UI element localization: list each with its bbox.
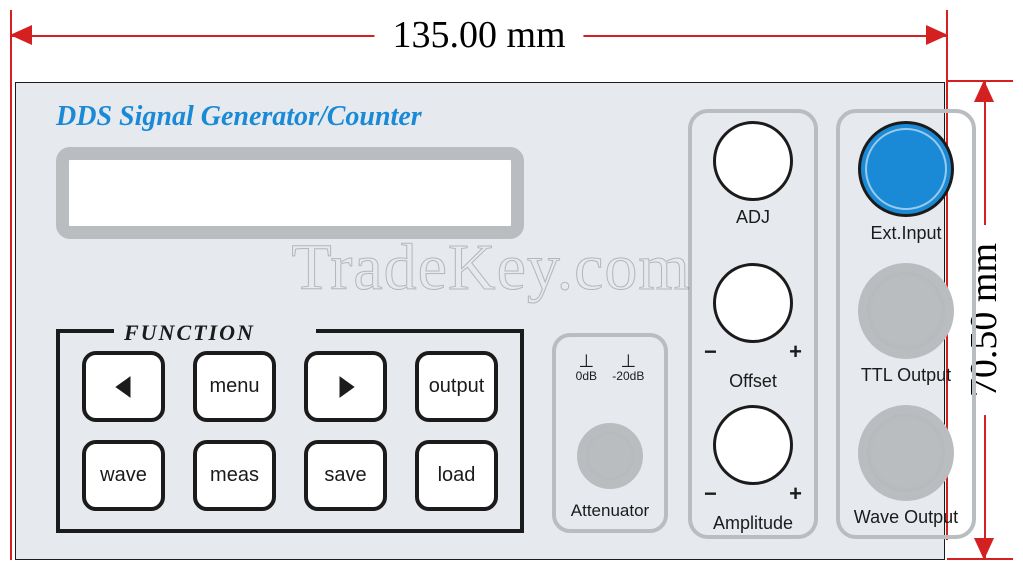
mid-knob-column: ADJ−+Offset−+Amplitude [688, 109, 818, 539]
adj-knob-label: ADJ [736, 207, 770, 228]
left-button[interactable] [82, 351, 165, 422]
amplitude-knob[interactable] [713, 405, 793, 485]
save-button-label: save [324, 464, 366, 487]
right-button[interactable] [304, 351, 387, 422]
offset-knob-minus: − [704, 339, 717, 365]
right-jack-column: Ext.Input TTL Output Wave Output [836, 109, 976, 539]
amplitude-knob-plus: + [789, 481, 802, 507]
attenuator-label: Attenuator [571, 501, 649, 521]
function-frame: FUNCTION menuoutputwavemeassaveload [56, 333, 524, 533]
triangle-right-icon [335, 374, 357, 400]
amplitude-knob-label: Amplitude [713, 513, 793, 534]
load-button-label: load [438, 464, 476, 487]
ext-input-jack-label: Ext.Input [870, 223, 941, 244]
function-frame-label: FUNCTION [124, 320, 255, 346]
wave-output-jack-label: Wave Output [854, 507, 958, 528]
wave-button-label: wave [100, 464, 147, 487]
offset-knob[interactable] [713, 263, 793, 343]
lcd-display [56, 147, 524, 239]
load-button[interactable]: load [415, 440, 498, 511]
device-panel: DDS Signal Generator/Counter FUNCTION me… [15, 82, 945, 560]
ttl-output-jack[interactable] [858, 263, 954, 359]
wave-output-jack[interactable] [858, 405, 954, 501]
attenuator-0db-label: 0dB [576, 369, 597, 383]
meas-button[interactable]: meas [193, 440, 276, 511]
panel-title: DDS Signal Generator/Counter [56, 101, 422, 133]
offset-knob-label: Offset [729, 371, 777, 392]
ext-input-jack[interactable] [858, 121, 954, 217]
output-button-label: output [429, 375, 485, 398]
attenuator-knob[interactable] [577, 423, 643, 489]
width-dimension: 135.00 mm [10, 10, 948, 60]
amplitude-knob-minus: − [704, 481, 717, 507]
output-button[interactable]: output [415, 351, 498, 422]
wave-button[interactable]: wave [82, 440, 165, 511]
triangle-left-icon [113, 374, 135, 400]
width-dimension-label: 135.00 mm [374, 13, 583, 57]
attenuator-frame: ⊥0dB ⊥-20dB Attenuator [552, 333, 668, 533]
meas-button-label: meas [210, 464, 259, 487]
offset-knob-plus: + [789, 339, 802, 365]
adj-knob[interactable] [713, 121, 793, 201]
ttl-output-jack-label: TTL Output [861, 365, 951, 386]
menu-button-label: menu [209, 375, 259, 398]
menu-button[interactable]: menu [193, 351, 276, 422]
attenuator-20db-label: -20dB [612, 369, 644, 383]
save-button[interactable]: save [304, 440, 387, 511]
